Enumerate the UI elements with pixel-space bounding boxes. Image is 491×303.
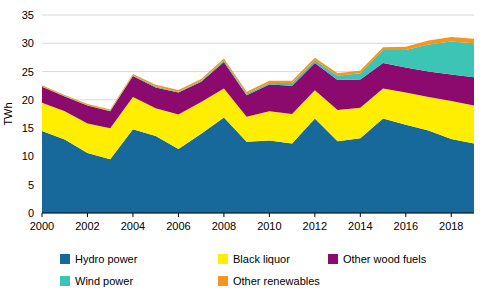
grid-line <box>42 213 474 214</box>
grid-line <box>42 15 474 16</box>
legend-label: Other renewables <box>233 275 320 287</box>
x-tick <box>405 213 406 217</box>
area <box>42 37 474 111</box>
x-tick-label: 2008 <box>212 220 236 232</box>
x-tick-label: 2006 <box>166 220 190 232</box>
x-tick <box>132 213 133 217</box>
y-tick-label: 15 <box>22 122 34 134</box>
y-tick-label: 30 <box>22 37 34 49</box>
x-tick-label: 2004 <box>121 220 145 232</box>
y-axis-label: TWh <box>2 102 14 125</box>
x-tick <box>269 213 270 217</box>
legend-swatch <box>218 276 228 286</box>
legend-label: Hydro power <box>75 253 138 265</box>
x-tick <box>178 213 179 217</box>
x-tick-label: 2016 <box>394 220 418 232</box>
x-tick <box>87 213 88 217</box>
x-tick <box>42 213 43 217</box>
x-tick <box>360 213 361 217</box>
chart: 0 5 10 15 20 25 30 35 TWh 2000 2002 2004 2006 2008 201… <box>0 0 491 303</box>
y-tick-label: 0 <box>28 207 34 219</box>
grid-line <box>42 43 474 44</box>
x-tick <box>451 213 452 217</box>
legend-label: Black liquor <box>233 253 290 265</box>
y-tick-label: 20 <box>22 94 34 106</box>
y-tick-label: 35 <box>22 9 34 21</box>
y-tick-label: 10 <box>22 150 34 162</box>
x-axis-line <box>42 213 474 214</box>
x-tick-label: 2000 <box>30 220 54 232</box>
x-tick <box>223 213 224 217</box>
plot-area <box>42 37 474 213</box>
x-tick <box>314 213 315 217</box>
area <box>42 62 474 128</box>
legend-swatch <box>60 276 70 286</box>
legend-label: Wind power <box>75 275 133 287</box>
y-tick-label: 5 <box>28 179 34 191</box>
y-tick-label: 25 <box>22 66 34 78</box>
x-tick-label: 2002 <box>75 220 99 232</box>
legend-swatch <box>328 254 338 264</box>
legend-swatch <box>218 254 228 264</box>
x-tick-label: 2014 <box>348 220 372 232</box>
legend-label: Other wood fuels <box>343 253 427 265</box>
x-tick-label: 2010 <box>257 220 281 232</box>
area <box>42 42 474 112</box>
legend-swatch <box>60 254 70 264</box>
x-tick-label: 2018 <box>439 220 463 232</box>
x-tick-label: 2012 <box>303 220 327 232</box>
